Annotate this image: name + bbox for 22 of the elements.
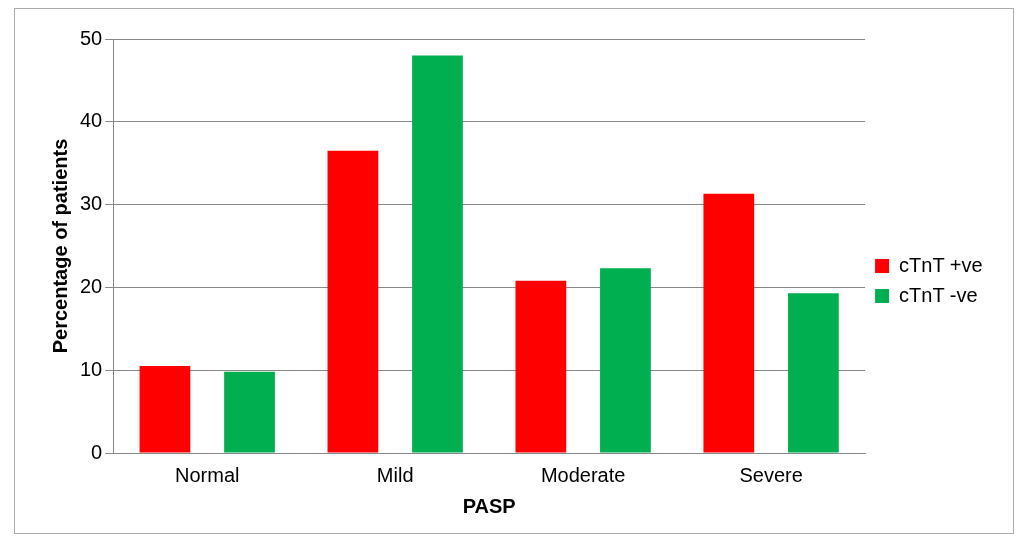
- y-tick-label: 30: [80, 192, 103, 215]
- y-tick-label: 20: [80, 274, 103, 297]
- bar: [327, 150, 379, 453]
- x-tick-label: Severe: [739, 463, 803, 486]
- y-tick-label: 0: [91, 440, 103, 463]
- x-tick-label: Normal: [175, 463, 240, 486]
- x-tick-label: Mild: [376, 463, 414, 486]
- legend-label: cTnT +ve: [899, 253, 983, 276]
- bar: [139, 366, 191, 453]
- x-axis-title: PASP: [462, 494, 516, 517]
- bar: [515, 280, 567, 453]
- y-tick-label: 40: [80, 109, 103, 132]
- bar: [412, 55, 463, 453]
- y-axis-title: Percentage of patients: [48, 138, 71, 354]
- bar: [703, 193, 755, 453]
- y-tick-label: 10: [80, 357, 103, 380]
- bar: [224, 371, 275, 453]
- y-tick-label: 50: [80, 26, 103, 49]
- bar: [788, 293, 839, 453]
- x-tick-label: Moderate: [540, 463, 626, 486]
- legend-label: cTnT -ve: [899, 283, 978, 306]
- bar: [600, 268, 651, 453]
